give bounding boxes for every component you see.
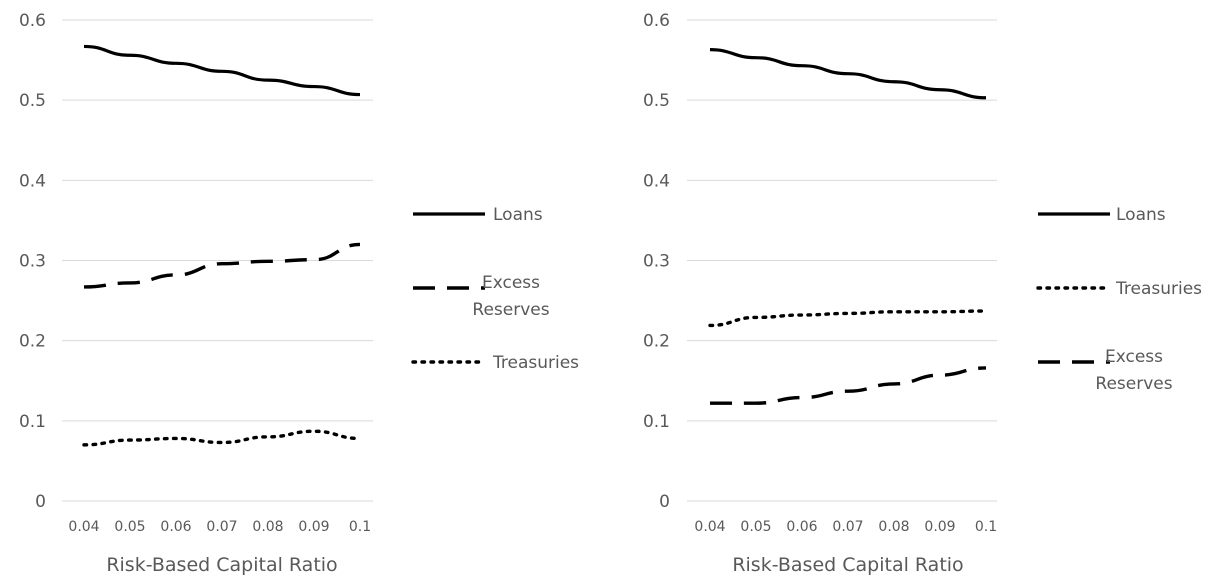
x-tick-label: 0.1 (975, 519, 997, 535)
x-tick-label: 0.07 (832, 519, 863, 535)
x-tick-label: 0.06 (160, 519, 191, 535)
x-tick-label: 0.06 (786, 519, 817, 535)
y-tick-label: 0.5 (643, 91, 670, 111)
chart-2: 0 0.1 0.2 0.3 0.4 0.5 0.6 0.04 0.05 0.06 0.07 0.08 0… (643, 11, 1202, 576)
series-line-loans (709, 48, 987, 100)
x-tick-label: 0.08 (252, 519, 283, 535)
y-tick-label: 0.2 (19, 332, 46, 352)
series-line-excess-reserves (83, 242, 361, 289)
y-tick-label: 0 (659, 492, 670, 512)
legend-label: Excess (1105, 347, 1163, 367)
x-tick-label: 0.05 (740, 519, 771, 535)
y-tick-label: 0.6 (643, 11, 670, 31)
legend-label: Loans (493, 205, 543, 225)
y-tick-label: 0.5 (19, 91, 46, 111)
y-tick-label: 0.3 (19, 252, 46, 272)
x-tick-label: 0.04 (68, 519, 99, 535)
x-tick-label: 0.1 (349, 519, 371, 535)
series-line-loans (83, 44, 361, 97)
x-axis-label: Risk-Based Capital Ratio (732, 554, 963, 576)
x-tick-label: 0.04 (694, 519, 725, 535)
y-tick-label: 0.1 (19, 412, 46, 432)
y-tick-label: 0.1 (643, 412, 670, 432)
chart-1: 0 0.1 0.2 0.3 0.4 0.5 0.6 0.04 0.05 0.06 0.07 0.08 0… (19, 11, 579, 576)
y-tick-label: 0.3 (643, 252, 670, 272)
y-tick-label: 0.4 (643, 171, 670, 191)
y-tick-label: 0.2 (643, 332, 670, 352)
y-tick-label: 0 (35, 492, 46, 512)
series-line-treasuries (708, 309, 988, 328)
x-tick-label: 0.08 (878, 519, 909, 535)
x-tick-label: 0.07 (206, 519, 237, 535)
legend-label: Treasuries (1115, 279, 1202, 299)
series-line-excess-reserves (709, 366, 987, 405)
legend-label: Loans (1116, 205, 1166, 225)
x-tick-label: 0.05 (114, 519, 145, 535)
legend-label: Excess (482, 273, 540, 293)
legend-label: Reserves (472, 300, 549, 320)
series-line-treasuries (82, 429, 362, 447)
x-tick-label: 0.09 (924, 519, 955, 535)
legend-label: Reserves (1095, 374, 1172, 394)
x-axis-label: Risk-Based Capital Ratio (106, 554, 337, 576)
x-tick-label: 0.09 (298, 519, 329, 535)
legend-label: Treasuries (492, 353, 579, 373)
y-tick-label: 0.6 (19, 11, 46, 31)
y-tick-label: 0.4 (19, 171, 46, 191)
